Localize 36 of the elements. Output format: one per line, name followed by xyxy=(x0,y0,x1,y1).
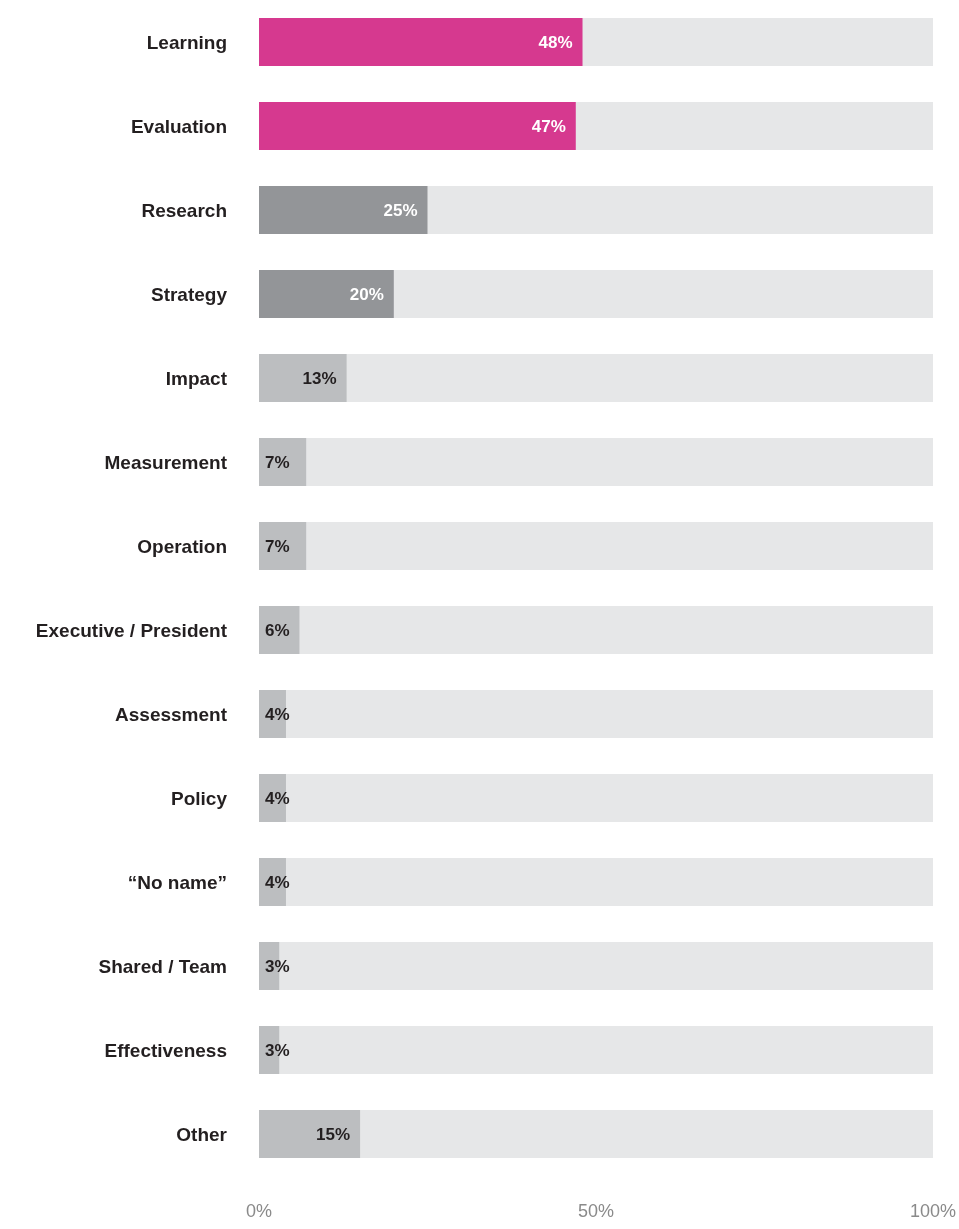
x-tick-label: 50% xyxy=(577,1200,615,1221)
data-label: 13% xyxy=(302,368,337,388)
y-tick-label: Executive / President xyxy=(35,619,228,641)
bar xyxy=(259,270,394,318)
y-tick-label: Evaluation xyxy=(130,115,227,137)
data-label: 3% xyxy=(265,956,290,976)
y-tick-label: Operation xyxy=(137,535,227,557)
data-label: 15% xyxy=(316,1124,351,1144)
data-label: 48% xyxy=(538,32,573,52)
data-label: 4% xyxy=(265,704,290,724)
data-label: 25% xyxy=(383,200,418,220)
bar xyxy=(259,438,307,486)
y-tick-label: Learning xyxy=(146,31,227,53)
y-tick-label: Impact xyxy=(165,367,228,389)
bar xyxy=(259,1110,361,1158)
data-label: 4% xyxy=(265,788,290,808)
data-label: 6% xyxy=(265,620,290,640)
bar xyxy=(259,354,347,402)
y-tick-label: Policy xyxy=(171,787,228,809)
y-tick-label: Other xyxy=(176,1123,228,1145)
data-label: 7% xyxy=(265,536,290,556)
y-tick-label: Strategy xyxy=(150,283,228,305)
data-label: 20% xyxy=(349,284,384,304)
y-tick-label: “No name” xyxy=(127,871,227,893)
y-tick-label: Measurement xyxy=(104,451,228,473)
y-tick-label: Assessment xyxy=(115,703,228,725)
x-tick-label: 0% xyxy=(245,1200,273,1221)
y-tick-label: Effectiveness xyxy=(104,1039,227,1061)
y-tick-label: Shared / Team xyxy=(98,955,227,977)
data-label: 7% xyxy=(265,452,290,472)
data-label: 4% xyxy=(265,872,290,892)
bar xyxy=(259,522,307,570)
x-tick-label: 100% xyxy=(909,1200,957,1221)
y-tick-label: Research xyxy=(141,199,227,221)
data-label: 47% xyxy=(531,116,566,136)
data-label: 3% xyxy=(265,1040,290,1060)
